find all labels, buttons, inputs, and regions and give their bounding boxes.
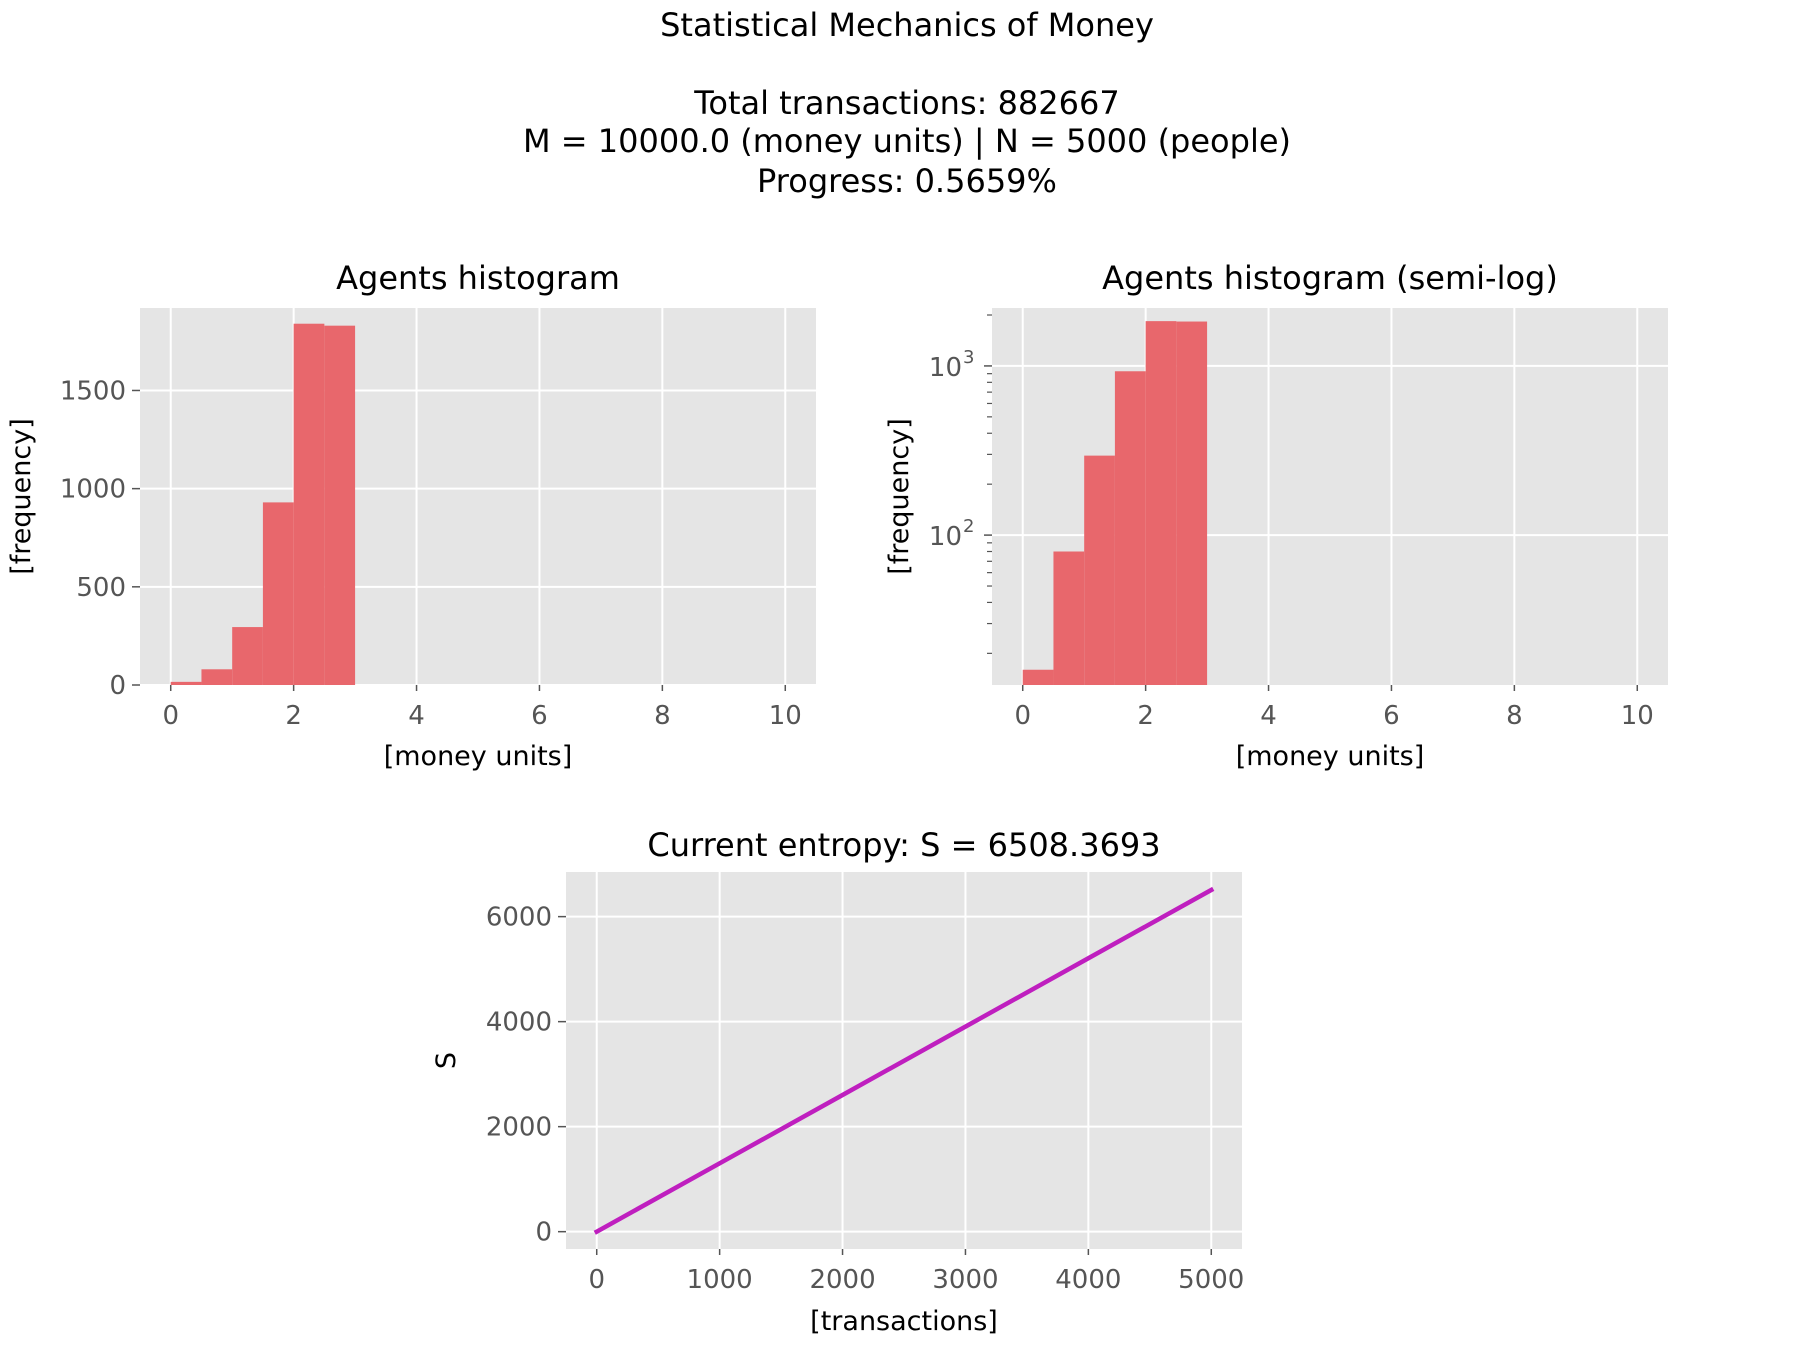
x-tick-label: 2000 (809, 1265, 875, 1295)
x-tick-label: 10 (1621, 701, 1654, 731)
histogram-bar (1053, 551, 1085, 685)
y-tick-label: 10 (929, 353, 962, 383)
axes-background (140, 308, 816, 685)
x-tick-label: 0 (1014, 701, 1031, 731)
x-tick-label: 6 (1383, 701, 1400, 731)
figure-suptitle: Statistical Mechanics of Money Total tran… (523, 6, 1291, 200)
histogram-bar (293, 323, 325, 685)
y-axis-label: [frequency] (884, 418, 915, 575)
histogram-bar (232, 627, 263, 685)
entropy-axes: 0 1000 2000 3000 4000 5000 0 2000 4000 6000 Curren… (431, 826, 1244, 1337)
x-tick-label: 6 (531, 701, 548, 731)
x-tick-label: 10 (769, 701, 802, 731)
x-tick-label: 3000 (932, 1265, 998, 1295)
x-tick-label: 4000 (1055, 1265, 1121, 1295)
x-axis-label: [money units] (384, 741, 573, 772)
y-tick-label: 10 (929, 522, 962, 552)
suptitle-line: Total transactions: 882667 (693, 84, 1119, 122)
x-tick-label: 8 (654, 701, 671, 731)
histogram-bar (1022, 669, 1054, 685)
histogram-bar (1114, 371, 1146, 685)
histogram-bar (324, 325, 356, 685)
y-tick-label: 6000 (486, 903, 552, 933)
suptitle-line: Progress: 0.5659% (757, 162, 1057, 200)
axes-title: Agents histogram (336, 259, 620, 297)
x-axis-label: [money units] (1236, 741, 1425, 772)
histogram-bar (170, 681, 202, 685)
x-axis-label: [transactions] (810, 1306, 998, 1337)
axes-title: Agents histogram (semi-log) (1102, 259, 1558, 297)
x-tick-label: 5000 (1178, 1265, 1244, 1295)
y-tick-label: 500 (76, 573, 126, 603)
y-tick-label: 1000 (60, 475, 126, 505)
entropy-line (593, 886, 1215, 1235)
x-tick-label: 4 (408, 701, 425, 731)
y-tick-label: 0 (109, 671, 126, 701)
y-tick-label: 0 (535, 1218, 552, 1248)
y-tick-exponent: 2 (963, 516, 974, 537)
x-tick-label: 4 (1260, 701, 1277, 731)
axes-title: Current entropy: S = 6508.3693 (647, 826, 1160, 864)
histogram-bar (262, 502, 294, 685)
agents-histogram-axes: 0 2 4 6 8 10 0 500 1000 1500 Agents histogram [mone… (6, 259, 816, 772)
histogram-bar (1084, 455, 1115, 685)
y-axis-label: [frequency] (6, 418, 37, 575)
x-tick-label: 2 (285, 701, 302, 731)
y-axis-label: S (431, 1052, 462, 1069)
histogram-bar (201, 669, 233, 685)
x-tick-label: 0 (162, 701, 179, 731)
x-tick-label: 8 (1506, 701, 1523, 731)
x-tick-label: 0 (588, 1265, 605, 1295)
histogram-bar (1176, 321, 1208, 685)
suptitle-line: Statistical Mechanics of Money (660, 6, 1154, 44)
x-tick-label: 2 (1137, 701, 1154, 731)
x-tick-label: 1000 (687, 1265, 753, 1295)
histogram-bar (1145, 321, 1177, 685)
y-tick-label: 4000 (486, 1008, 552, 1038)
y-tick-label: 1500 (60, 376, 126, 406)
suptitle-line: M = 10000.0 (money units) | N = 5000 (pe… (523, 122, 1291, 160)
y-tick-exponent: 3 (963, 347, 974, 368)
y-tick-label: 2000 (486, 1113, 552, 1143)
